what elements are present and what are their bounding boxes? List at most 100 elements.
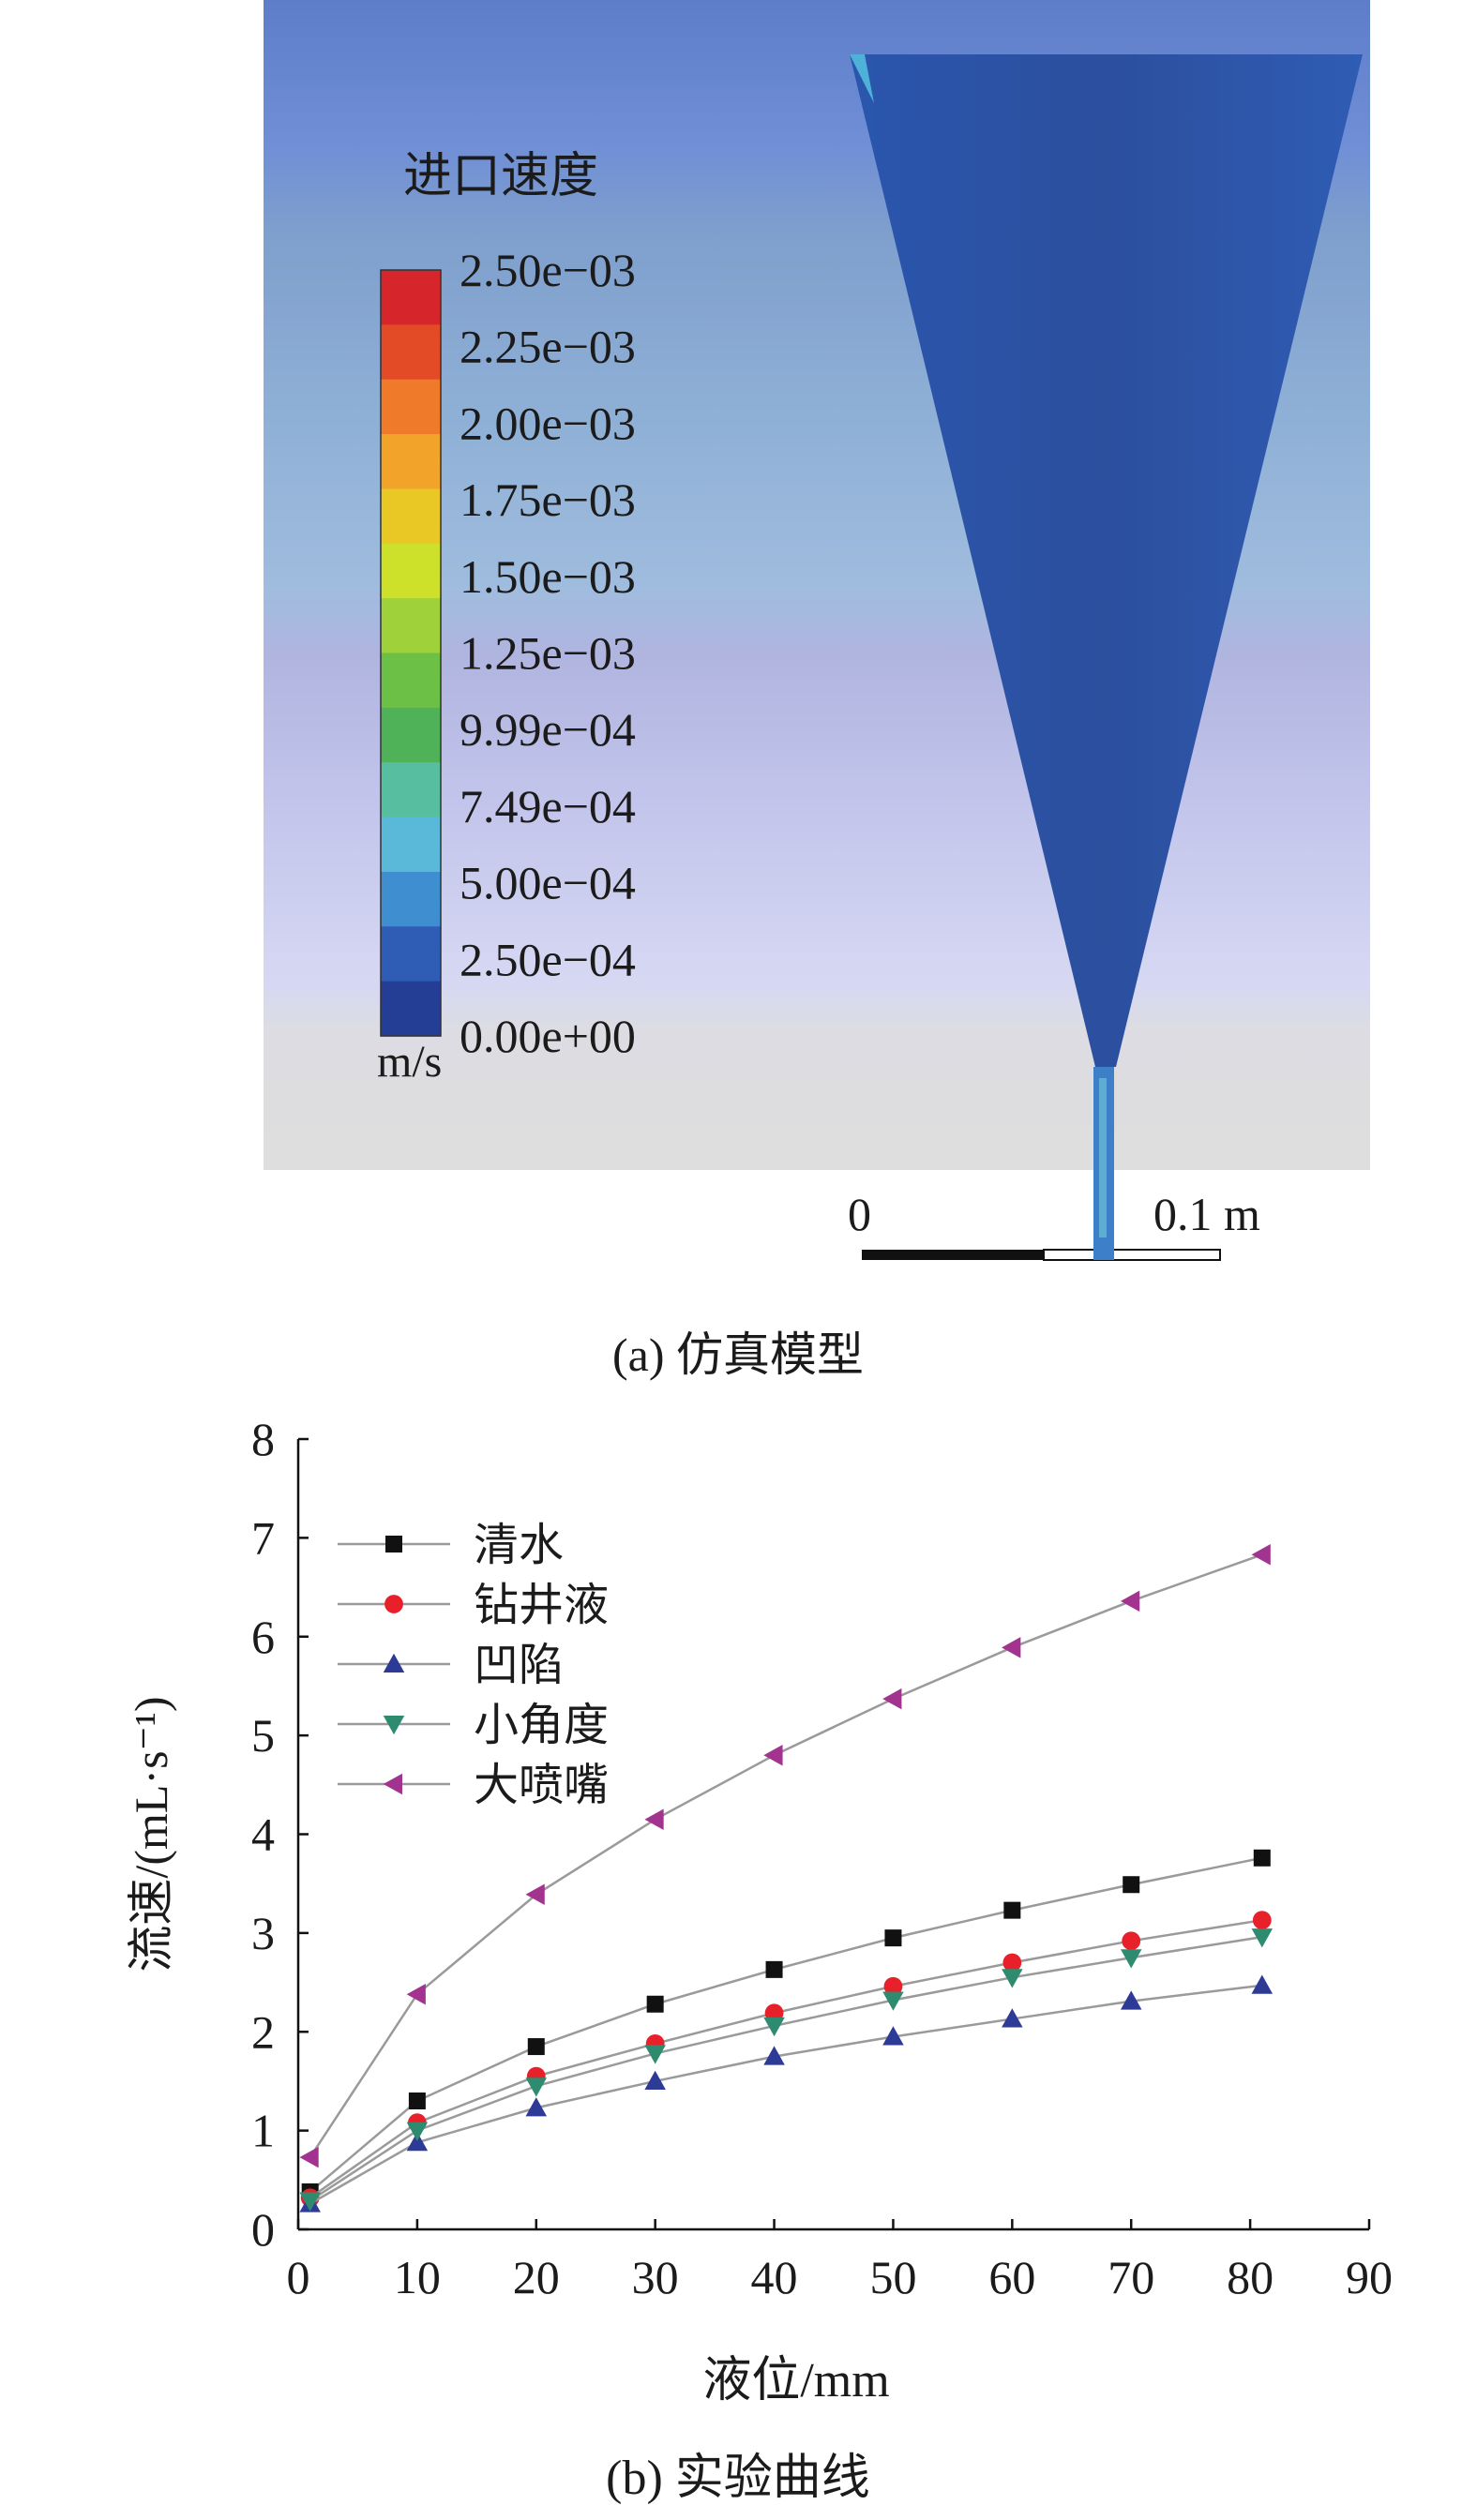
y-tick-label: 3 [251, 1907, 275, 1959]
colorbar-tick-label: 2.50e−03 [460, 244, 636, 296]
data-point [406, 2132, 429, 2152]
caption-a: (a) 仿真模型 [612, 1328, 864, 1381]
x-tick-label: 0 [287, 2251, 310, 2303]
colorbar-segment [381, 652, 441, 709]
colorbar [380, 269, 442, 1037]
data-point [1002, 2008, 1023, 2028]
scale-bar-start-label: 0 [848, 1188, 871, 1240]
data-point [527, 2038, 545, 2056]
y-tick-label: 4 [251, 1808, 275, 1861]
y-tick-label: 8 [251, 1413, 275, 1465]
x-tick-label: 40 [751, 2251, 798, 2303]
y-tick-label: 6 [251, 1611, 275, 1663]
data-point [525, 1883, 545, 1906]
data-point [882, 1991, 904, 2011]
data-point [1251, 1544, 1271, 1566]
colorbar-segment [381, 871, 441, 927]
data-point [883, 1976, 903, 1996]
cone-body [850, 54, 1363, 1067]
outlet-pipe-over-scale [1093, 1238, 1114, 1260]
data-point [763, 2017, 785, 2037]
colorbar-segment [381, 762, 441, 818]
series-line [309, 1935, 1262, 2202]
flow-rate-chart: 0 10 20 30 40 50 60 70 80 90 0 1 2 3 4 5 6 7 8 清水钻井液凹陷小角度… [125, 1413, 1393, 2505]
data-point [385, 1536, 402, 1552]
data-point [408, 2092, 426, 2110]
series-lines [299, 1544, 1274, 2212]
y-tick-label: 1 [251, 2105, 275, 2157]
simulation-figure: 进口速度 2.50e−03 2.25e−03 2.00e−03 1.75e−03 1.5… [264, 0, 1370, 1381]
colorbar-tick-labels: 2.50e−03 2.25e−03 2.00e−03 1.75e−03 1.50e−03… [460, 244, 636, 1062]
y-tick-label: 5 [251, 1709, 275, 1762]
data-point [763, 2046, 785, 2065]
data-point [1002, 1953, 1022, 1972]
series-line [309, 1553, 1263, 2158]
series-line [309, 1856, 1263, 2193]
data-point [765, 1960, 783, 1978]
data-point [384, 1595, 403, 1613]
x-tick-label: 30 [632, 2251, 679, 2303]
scale-bar-end-label: 0.1 m [1153, 1188, 1260, 1240]
data-point [299, 2146, 319, 2168]
x-tick-label: 20 [513, 2251, 560, 2303]
colorbar-tick-label: 1.50e−03 [460, 550, 636, 603]
data-point [1120, 1990, 1142, 2010]
data-point [763, 1744, 783, 1766]
scale-bar-filled [862, 1250, 1044, 1260]
colorbar-tick-label: 7.49e−04 [460, 780, 636, 832]
panel-a-simulation: 进口速度 2.50e−03 2.25e−03 2.00e−03 1.75e−03 1.5… [264, 0, 1370, 1381]
data-point [646, 1995, 664, 2013]
data-point [1123, 1876, 1140, 1894]
series-line [309, 1984, 1262, 2205]
data-point [1120, 1590, 1140, 1612]
data-point [1251, 1928, 1274, 1948]
panel-b-chart: 0 10 20 30 40 50 60 70 80 90 0 1 2 3 4 5 6 7 8 清水 钻井液 凹陷 小角度… [0, 1406, 1477, 2515]
data-point [884, 1929, 902, 1947]
colorbar-tick-label: 0.00e+00 [460, 1010, 636, 1062]
colorbar-segment [381, 543, 441, 599]
data-point [1002, 1637, 1021, 1658]
y-axis-label: 流速/(mL·s⁻¹) [125, 1696, 177, 1972]
data-point [383, 1773, 402, 1795]
series-line [309, 1918, 1262, 2199]
colorbar-segment [381, 270, 441, 325]
colorbar-tick-label: 1.75e−03 [460, 473, 636, 526]
colorbar-tick-label: 1.25e−03 [460, 627, 636, 680]
x-tick-label: 80 [1227, 2251, 1274, 2303]
data-point [299, 2192, 321, 2212]
data-point [644, 1808, 664, 1830]
data-point [882, 2026, 904, 2046]
cone-edge-highlight [850, 54, 874, 103]
colorbar-tick-label: 2.25e−03 [460, 321, 636, 373]
colorbar-unit: m/s [377, 1037, 442, 1087]
data-point [1251, 1974, 1274, 1994]
legend-label: 钻井液 [474, 1581, 609, 1630]
x-tick-label: 90 [1346, 2251, 1393, 2303]
x-axis-label: 液位/mm [702, 2354, 889, 2408]
series-square [301, 1849, 1271, 2200]
y-tick-label: 7 [251, 1511, 275, 1564]
colorbar-segment [381, 434, 441, 490]
chart-axes [296, 1439, 1369, 2231]
scale-bar-empty [1043, 1249, 1221, 1261]
colorbar-segment [381, 379, 441, 435]
colorbar-segment [381, 598, 441, 654]
colorbar-segment [381, 817, 441, 873]
x-ticks: 0 10 20 30 40 50 60 70 80 90 [287, 2219, 1393, 2303]
colorbar-segment [381, 324, 441, 381]
data-point [406, 2122, 429, 2141]
legend-label: 凹陷 [474, 1641, 564, 1690]
legend-item: 凹陷 [338, 1641, 564, 1690]
legend-item: 清水 [338, 1521, 564, 1570]
data-point [406, 1983, 426, 2005]
colorbar-title: 进口速度 [403, 150, 598, 203]
y-tick-label: 2 [251, 2005, 275, 2058]
outlet-pipe-streak [1099, 1078, 1107, 1256]
data-point [1002, 1969, 1023, 1988]
data-point [644, 2045, 666, 2064]
data-point [525, 2097, 548, 2117]
x-tick-label: 70 [1108, 2251, 1154, 2303]
colorbar-segment [381, 981, 441, 1037]
caption-b: (b) 实验曲线 [606, 2452, 870, 2505]
